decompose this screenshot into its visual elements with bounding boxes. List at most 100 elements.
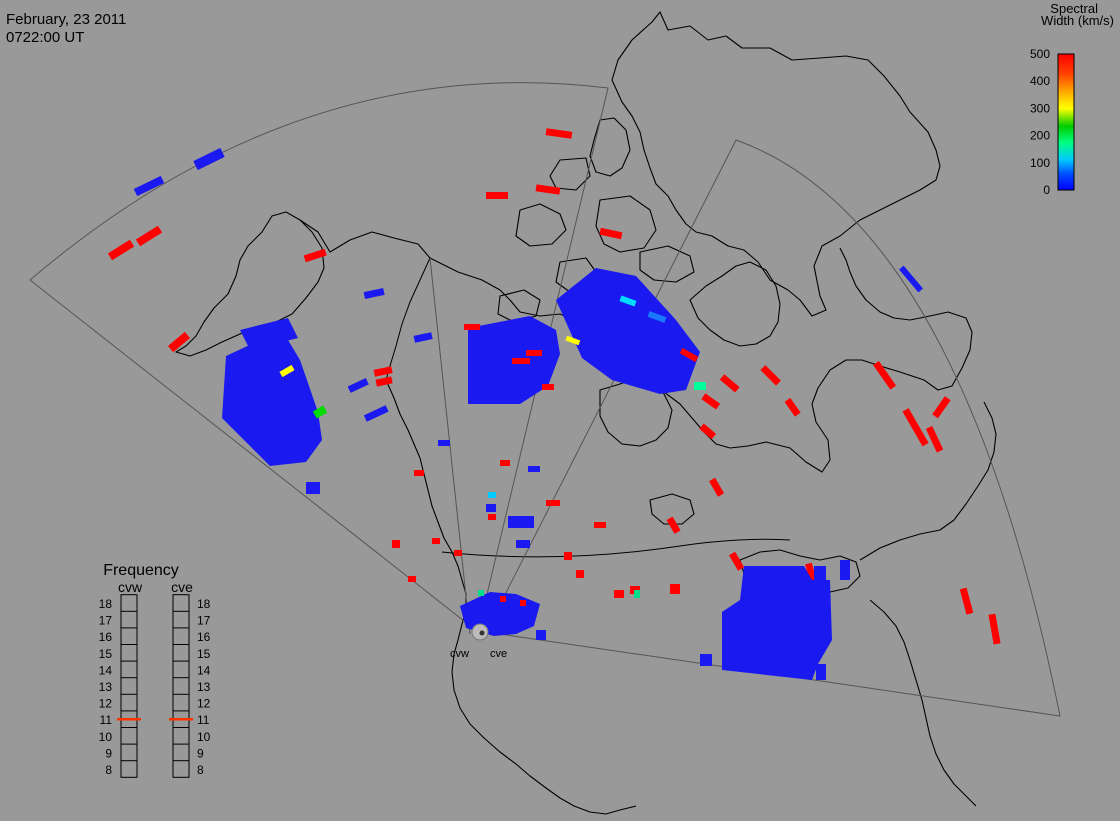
- frequency-tick-label: 12: [99, 697, 113, 711]
- frequency-tick-label: 16: [99, 630, 113, 644]
- echo-cell: [694, 382, 706, 390]
- frequency-box-cve: [172, 594, 190, 778]
- frequency-tick-label: 17: [99, 614, 113, 628]
- frequency-scale-right: 18 17 16 15 14 13 12 11 10 9 8: [197, 597, 211, 777]
- echo-cell: [528, 466, 540, 472]
- echo-cell: [760, 365, 781, 386]
- cve-fov: [485, 139, 1061, 717]
- frequency-tick-label: 13: [99, 680, 113, 694]
- echo-cell: [701, 393, 721, 410]
- echo-cell: [279, 364, 295, 378]
- us-canada-border: [441, 538, 791, 558]
- colorbar-tick-label: 200: [1030, 129, 1050, 143]
- echo-cell: [784, 397, 801, 417]
- radar-label-cve: cve: [490, 648, 507, 660]
- frequency-tick-label: 15: [197, 647, 211, 661]
- radar-site-dot: [479, 630, 485, 636]
- time-label: 0722:00 UT: [6, 29, 84, 46]
- echo-cell: [699, 423, 717, 440]
- frequency-tick-label: 8: [197, 763, 204, 777]
- echo-cell: [347, 378, 369, 393]
- echo-cell: [873, 360, 897, 390]
- frequency-label-cve: cve: [171, 579, 193, 595]
- frequency-tick-label: 18: [197, 597, 211, 611]
- frequency-tick-label: 16: [197, 630, 211, 644]
- echo-cell: [464, 324, 480, 330]
- colorbar-tick-label: 100: [1030, 156, 1050, 170]
- colorbar-tick-label: 400: [1030, 74, 1050, 88]
- echo-cell: [373, 366, 393, 377]
- colorbar: Spectral Width (km/s) 500 400 300 200 100 0: [1030, 1, 1114, 197]
- arctic-islands: [497, 117, 695, 323]
- frequency-tick-label: 17: [197, 614, 211, 628]
- colorbar-tick-label: 500: [1030, 47, 1050, 61]
- echo-cell: [520, 600, 526, 606]
- frequency-tick-label: 13: [197, 680, 211, 694]
- echo-cell: [512, 358, 530, 364]
- echo-cell: [814, 566, 826, 582]
- frequency-title: Frequency: [103, 562, 179, 579]
- radar-site: cvw cve: [450, 623, 507, 660]
- echo-cell: [392, 540, 400, 548]
- frequency-tick-label: 9: [105, 746, 112, 760]
- frequency-label-cvw: cvw: [118, 579, 143, 595]
- echo-cell: [432, 538, 440, 544]
- echo-cell: [414, 470, 424, 476]
- echo-cell: [488, 492, 496, 498]
- echo-cell: [679, 347, 699, 363]
- echo-cell: [564, 552, 572, 560]
- colorbar-ticks: 500 400 300 200 100 0: [1030, 47, 1050, 197]
- alaska-boundary: [385, 257, 431, 381]
- echo-cell: [488, 514, 496, 520]
- echo-cell: [516, 540, 530, 548]
- echo-cell: [729, 551, 745, 571]
- frequency-tick-label: 14: [99, 663, 113, 677]
- frequency-box-cvw: [120, 594, 138, 778]
- echo-cell: [363, 405, 389, 422]
- echo-cell: [634, 590, 640, 598]
- echo-cell: [670, 584, 680, 594]
- echo-cluster: [722, 566, 832, 680]
- echo-cell: [375, 376, 393, 387]
- echo-cell: [107, 239, 135, 261]
- echo-cell: [303, 248, 327, 263]
- echo-cell: [535, 184, 561, 195]
- pacific-coast: [385, 379, 637, 815]
- frequency-tick-label: 10: [197, 730, 211, 744]
- echo-cell: [133, 175, 165, 197]
- echo-cell: [576, 570, 584, 578]
- frequency-tick-label: 15: [99, 647, 113, 661]
- echo-cluster: [556, 268, 700, 394]
- echo-cell: [500, 460, 510, 466]
- echo-cell: [932, 396, 951, 419]
- echo-cell: [408, 576, 416, 582]
- frequency-tick-label: 12: [197, 697, 211, 711]
- boundaries: [385, 257, 791, 558]
- echo-cell: [306, 482, 320, 494]
- echo-cell: [700, 654, 712, 666]
- colorbar-gradient: [1057, 53, 1075, 191]
- echo-cell: [719, 374, 740, 393]
- echo-cell: [486, 504, 496, 512]
- echo-cell: [545, 128, 573, 139]
- echo-cell: [193, 147, 225, 171]
- frequency-scale-left: 18 17 16 15 14 13 12 11 10 9 8: [99, 597, 113, 777]
- frequency-boxes: [117, 594, 193, 778]
- greenland-coast: [611, 11, 941, 317]
- cvw-fov: [29, 82, 609, 633]
- echo-cell: [454, 550, 462, 556]
- echo-cell: [526, 350, 542, 356]
- frequency-tick-label: 8: [105, 763, 112, 777]
- echo-cell: [647, 311, 667, 323]
- frequency-tick-label: 11: [197, 713, 210, 727]
- colorbar-tick-label: 0: [1043, 183, 1050, 197]
- echo-cell: [135, 225, 163, 247]
- frequency-tick-label: 18: [99, 597, 113, 611]
- east-coast: [859, 401, 997, 807]
- echo-cell: [546, 500, 560, 506]
- echo-cell: [542, 384, 554, 390]
- echo-cell: [413, 332, 433, 343]
- echo-cell: [959, 587, 974, 615]
- echo-cell: [168, 331, 190, 353]
